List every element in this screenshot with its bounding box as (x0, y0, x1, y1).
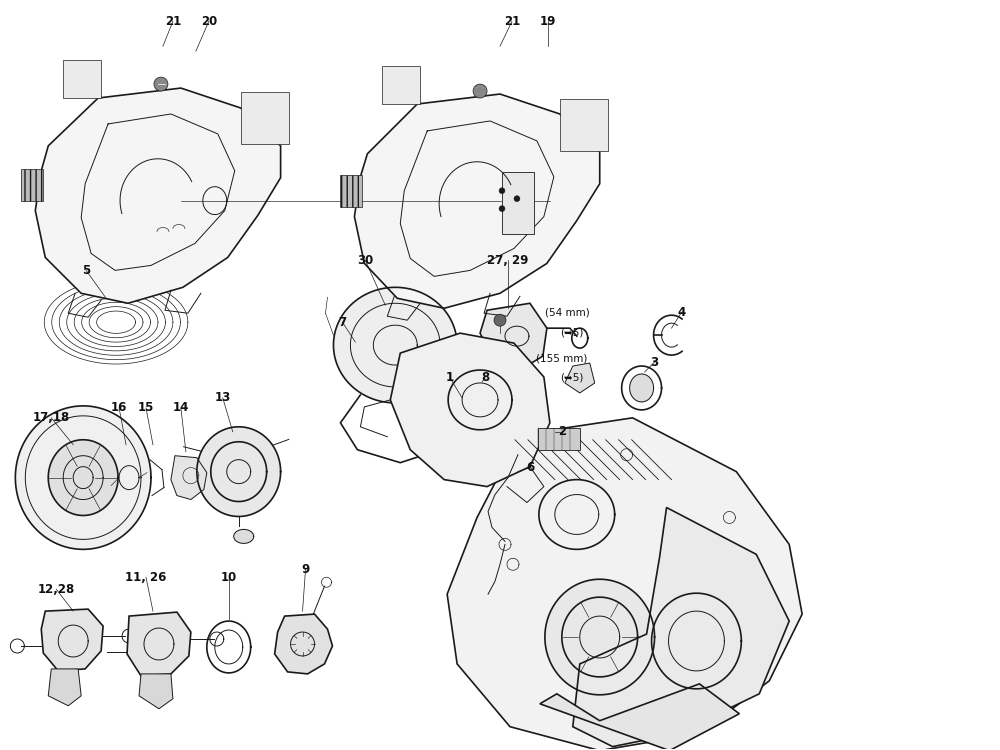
Bar (382, 66, 420, 104)
Text: 12,28: 12,28 (38, 583, 75, 596)
Text: 8: 8 (481, 371, 489, 385)
Polygon shape (565, 363, 595, 393)
Text: 5: 5 (82, 264, 90, 277)
Text: 27, 29: 27, 29 (487, 254, 529, 267)
Polygon shape (573, 508, 789, 746)
Polygon shape (354, 94, 600, 308)
Polygon shape (197, 427, 281, 517)
Polygon shape (390, 333, 550, 487)
Polygon shape (333, 287, 457, 403)
Polygon shape (540, 684, 739, 750)
Polygon shape (35, 88, 281, 303)
Text: 6: 6 (526, 461, 534, 474)
Circle shape (154, 77, 168, 91)
Text: 14: 14 (173, 401, 189, 415)
Circle shape (499, 206, 505, 212)
Circle shape (494, 314, 506, 326)
Text: 1: 1 (446, 371, 454, 385)
Text: 4: 4 (677, 306, 686, 319)
Circle shape (514, 196, 520, 202)
Polygon shape (41, 609, 103, 671)
Bar (340, 175, 362, 207)
Text: (54 mm): (54 mm) (545, 308, 590, 317)
Text: 11, 26: 11, 26 (125, 571, 167, 584)
Circle shape (499, 188, 505, 194)
Bar (560, 99, 608, 151)
Text: (155 mm): (155 mm) (536, 353, 588, 363)
Text: (➥5): (➥5) (560, 327, 583, 338)
Text: (➥5): (➥5) (560, 373, 583, 383)
Polygon shape (139, 674, 173, 709)
Bar (538, 427, 580, 450)
Polygon shape (275, 614, 332, 674)
Text: 21: 21 (504, 15, 520, 28)
Text: 16: 16 (111, 401, 127, 415)
Text: 19: 19 (540, 15, 556, 28)
Text: 17,18: 17,18 (33, 411, 70, 424)
Polygon shape (630, 374, 654, 402)
Polygon shape (171, 456, 207, 500)
Text: 3: 3 (651, 356, 659, 368)
Text: 21: 21 (165, 15, 181, 28)
Bar (241, 92, 289, 144)
Text: 2: 2 (558, 425, 566, 438)
Text: 15: 15 (138, 401, 154, 415)
Text: 10: 10 (221, 571, 237, 584)
Text: 20: 20 (201, 15, 217, 28)
Polygon shape (48, 440, 118, 515)
Bar (502, 172, 534, 233)
Polygon shape (480, 303, 547, 370)
Text: 9: 9 (301, 562, 310, 576)
Bar (21, 169, 43, 201)
Polygon shape (545, 579, 655, 694)
Polygon shape (48, 669, 81, 706)
Text: 13: 13 (215, 392, 231, 404)
Polygon shape (15, 406, 151, 549)
Text: 30: 30 (357, 254, 374, 267)
Text: 7: 7 (338, 316, 347, 328)
Circle shape (473, 84, 487, 98)
Polygon shape (127, 612, 191, 676)
Polygon shape (447, 418, 802, 750)
Polygon shape (234, 530, 254, 543)
Bar (63, 60, 101, 98)
